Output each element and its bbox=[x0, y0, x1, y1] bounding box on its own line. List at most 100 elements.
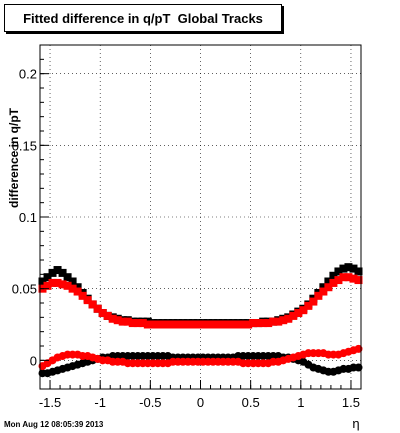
series-2-point bbox=[138, 319, 147, 328]
series-2-point bbox=[294, 309, 303, 318]
series-2-point bbox=[113, 316, 122, 325]
series-2-point bbox=[43, 281, 52, 290]
series-2-point bbox=[143, 320, 152, 329]
series-0-point bbox=[319, 283, 328, 292]
series-2-point bbox=[133, 319, 142, 328]
series-2-point bbox=[88, 300, 97, 309]
series-2-point bbox=[183, 320, 192, 329]
series-0-point bbox=[329, 271, 338, 280]
x-tick-label: 0 bbox=[197, 395, 204, 410]
series-0-point bbox=[38, 277, 47, 286]
series-2-point bbox=[178, 320, 187, 329]
series-2-point bbox=[239, 320, 248, 329]
series-2-point bbox=[193, 320, 202, 329]
series-0-point bbox=[334, 267, 343, 276]
series-2-point bbox=[93, 304, 102, 313]
series-2-point bbox=[58, 280, 67, 289]
series-0-point bbox=[53, 266, 62, 275]
tick-labels: -1.5 -1 -0.5 0 0.5 1 1.5 0 0.05 0.1 0.15 0.2 bbox=[12, 67, 360, 410]
series-2-point bbox=[269, 317, 278, 326]
series-2-point bbox=[234, 320, 243, 329]
series-2-point bbox=[98, 309, 107, 318]
series-0-point bbox=[43, 273, 52, 282]
series-2-point bbox=[63, 281, 72, 290]
series-0-point bbox=[354, 267, 363, 276]
grid-lines bbox=[40, 45, 361, 389]
series-2-point bbox=[344, 273, 353, 282]
series-2-point bbox=[254, 319, 263, 328]
series-0-point bbox=[349, 264, 358, 273]
series-0-point bbox=[63, 273, 72, 282]
chart-title-box: Fitted difference in q/pT Global Tracks bbox=[4, 4, 282, 32]
series-2-point bbox=[354, 276, 363, 285]
series-2-point bbox=[118, 317, 127, 326]
axis-ticks bbox=[39, 44, 362, 390]
series-2-point bbox=[224, 320, 233, 329]
series-0-point bbox=[48, 268, 57, 277]
series-2-point bbox=[188, 320, 197, 329]
y-tick-label: 0.2 bbox=[19, 67, 37, 82]
series-2-point bbox=[73, 287, 82, 296]
series-2-point bbox=[324, 283, 333, 292]
series-2-point bbox=[199, 320, 208, 329]
series-2-point bbox=[334, 276, 343, 285]
series-0-point bbox=[68, 277, 77, 286]
x-tick-label: 1 bbox=[297, 395, 304, 410]
series-0-point bbox=[73, 283, 82, 292]
series-2-point bbox=[309, 297, 318, 306]
data-markers bbox=[38, 263, 363, 378]
series-2-point bbox=[264, 319, 273, 328]
footer-timestamp: Mon Aug 12 08:05:39 2013 bbox=[4, 420, 104, 429]
series-0-point bbox=[324, 277, 333, 286]
series-2-point bbox=[48, 278, 57, 287]
series-2-point bbox=[204, 320, 213, 329]
series-2-point bbox=[279, 316, 288, 325]
series-2-point bbox=[163, 320, 172, 329]
series-2-point bbox=[289, 311, 298, 320]
series-2-point bbox=[103, 311, 112, 320]
series-2-point bbox=[229, 320, 238, 329]
series-2-point bbox=[339, 273, 348, 282]
x-axis-label: η bbox=[352, 416, 359, 431]
series-2-point bbox=[209, 320, 218, 329]
x-tick-label: 1.5 bbox=[342, 395, 360, 410]
y-tick-label: 0.05 bbox=[12, 282, 37, 297]
series-0-point bbox=[58, 268, 67, 277]
series-2-point bbox=[244, 320, 253, 329]
series-2-point bbox=[299, 306, 308, 315]
series-0-point bbox=[339, 264, 348, 273]
series-2-point bbox=[274, 317, 283, 326]
y-tick-label: 0 bbox=[30, 353, 37, 368]
series-0-point bbox=[344, 263, 353, 272]
series-2-point bbox=[249, 319, 258, 328]
series-2-point bbox=[173, 320, 182, 329]
series-2-point bbox=[68, 284, 77, 293]
series-2-point bbox=[168, 320, 177, 329]
series-2-point bbox=[214, 320, 223, 329]
series-2-point bbox=[219, 320, 228, 329]
series-2-point bbox=[284, 314, 293, 323]
series-2-point bbox=[259, 319, 268, 328]
series-2-point bbox=[158, 320, 167, 329]
series-2-point bbox=[83, 296, 92, 305]
y-axis-label: difference in q/pT bbox=[7, 107, 21, 208]
x-tick-label: -1 bbox=[94, 395, 106, 410]
x-tick-label: -0.5 bbox=[139, 395, 161, 410]
x-tick-label: 0.5 bbox=[242, 395, 260, 410]
chart-title: Fitted difference in q/pT Global Tracks bbox=[23, 10, 263, 26]
series-2-point bbox=[53, 278, 62, 287]
series-2-point bbox=[329, 278, 338, 287]
series-2-point bbox=[123, 317, 132, 326]
series-2-point bbox=[314, 291, 323, 300]
y-tick-label: 0.15 bbox=[12, 138, 37, 153]
y-tick-label: 0.1 bbox=[19, 210, 37, 225]
series-3-point bbox=[354, 344, 363, 353]
series-2-point bbox=[128, 319, 137, 328]
series-2-point bbox=[78, 291, 87, 300]
series-2-point bbox=[304, 301, 313, 310]
series-1-point bbox=[354, 363, 363, 372]
series-2-point bbox=[148, 320, 157, 329]
series-2-point bbox=[349, 274, 358, 283]
series-2-point bbox=[319, 287, 328, 296]
